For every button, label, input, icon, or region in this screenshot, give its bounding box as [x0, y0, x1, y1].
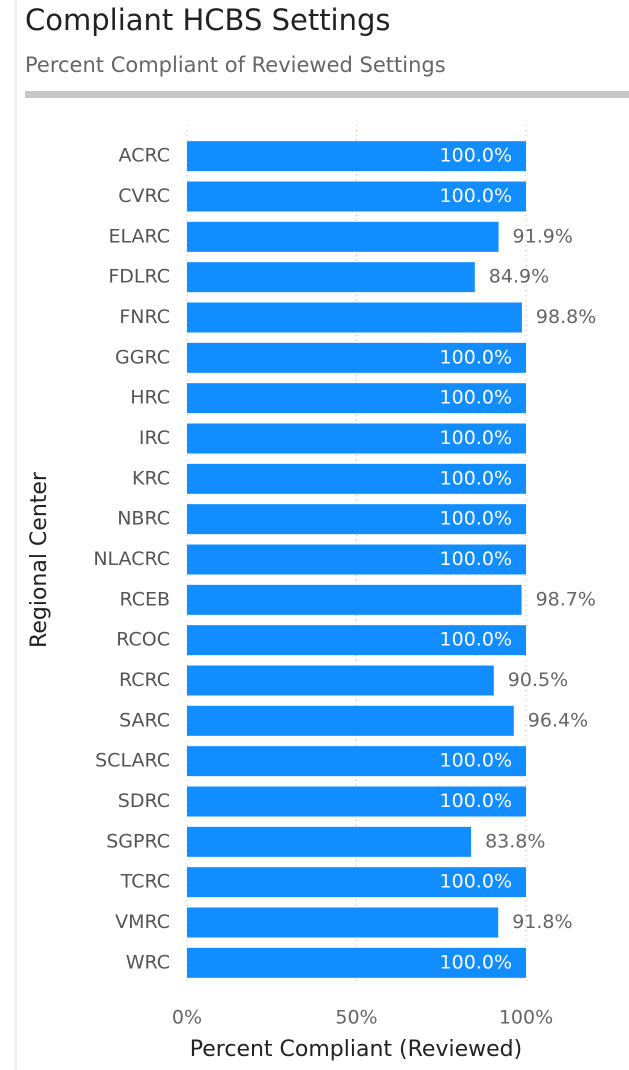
bar: [187, 423, 526, 454]
value-label: 96.4%: [528, 709, 588, 731]
bar: [187, 746, 526, 777]
bar: [187, 302, 522, 333]
y-tick-label: NLACRC: [93, 548, 170, 570]
bar: [187, 262, 475, 293]
x-axis-title: Percent Compliant (Reviewed): [190, 1037, 522, 1062]
y-tick-label: VMRC: [115, 911, 170, 933]
bar: [187, 584, 522, 615]
y-tick-label: FNRC: [119, 306, 170, 328]
y-tick-label: SDRC: [118, 790, 170, 812]
y-tick-label: RCOC: [116, 629, 170, 651]
value-label: 100.0%: [440, 185, 512, 207]
y-tick-label: TCRC: [120, 871, 170, 893]
bar: [187, 867, 526, 898]
bar: [187, 826, 472, 857]
panel-edge: [14, 0, 17, 1070]
y-tick-label: KRC: [132, 467, 170, 489]
y-tick-label: SGPRC: [106, 830, 170, 852]
bar: [187, 383, 526, 414]
x-tick-label: 50%: [335, 1007, 377, 1029]
y-tick-label: RCRC: [119, 669, 170, 691]
y-tick-label: SCLARC: [95, 750, 170, 772]
value-label: 100.0%: [440, 951, 512, 973]
chart-title: Compliant HCBS Settings: [25, 3, 391, 37]
bar: [187, 141, 526, 172]
y-tick-label: ELARC: [108, 225, 170, 247]
bar: [187, 947, 526, 978]
value-label: 91.9%: [513, 225, 573, 247]
value-label: 91.8%: [512, 911, 572, 933]
value-label: 98.8%: [536, 306, 596, 328]
y-tick-label: IRC: [139, 427, 170, 449]
bar: [187, 705, 514, 736]
value-label: 90.5%: [508, 669, 568, 691]
value-label: 100.0%: [440, 387, 512, 409]
value-label: 100.0%: [440, 750, 512, 772]
value-label: 100.0%: [440, 346, 512, 368]
y-tick-label: WRC: [126, 951, 170, 973]
y-tick-label: CVRC: [118, 185, 170, 207]
y-tick-label: ACRC: [119, 145, 170, 167]
x-tick-label: 0%: [172, 1007, 202, 1029]
divider: [25, 91, 629, 98]
y-axis-title: Regional Center: [27, 471, 52, 648]
y-tick-label: SARC: [119, 709, 170, 731]
value-label: 100.0%: [440, 629, 512, 651]
y-tick-label: FDLRC: [108, 266, 170, 288]
bar: [187, 665, 494, 696]
y-tick-label: GGRC: [115, 346, 170, 368]
value-label: 84.9%: [489, 266, 549, 288]
value-label: 98.7%: [536, 588, 596, 610]
bar: [187, 504, 526, 535]
bar: [187, 907, 499, 938]
bar: [187, 342, 526, 373]
value-label: 83.8%: [485, 830, 545, 852]
y-tick-label: RCEB: [119, 588, 170, 610]
bar: [187, 625, 526, 656]
y-tick-label: HRC: [130, 387, 170, 409]
value-label: 100.0%: [440, 427, 512, 449]
x-tick-label: 100%: [499, 1007, 553, 1029]
y-tick-label: NBRC: [117, 508, 170, 530]
value-label: 100.0%: [440, 467, 512, 489]
value-label: 100.0%: [440, 145, 512, 167]
value-label: 100.0%: [440, 790, 512, 812]
bar: [187, 463, 526, 494]
bar: [187, 544, 526, 575]
bar: [187, 181, 526, 212]
value-label: 100.0%: [440, 508, 512, 530]
bar: [187, 786, 526, 817]
value-label: 100.0%: [440, 548, 512, 570]
bar: [187, 221, 499, 252]
chart-subtitle: Percent Compliant of Reviewed Settings: [25, 53, 446, 77]
value-label: 100.0%: [440, 871, 512, 893]
